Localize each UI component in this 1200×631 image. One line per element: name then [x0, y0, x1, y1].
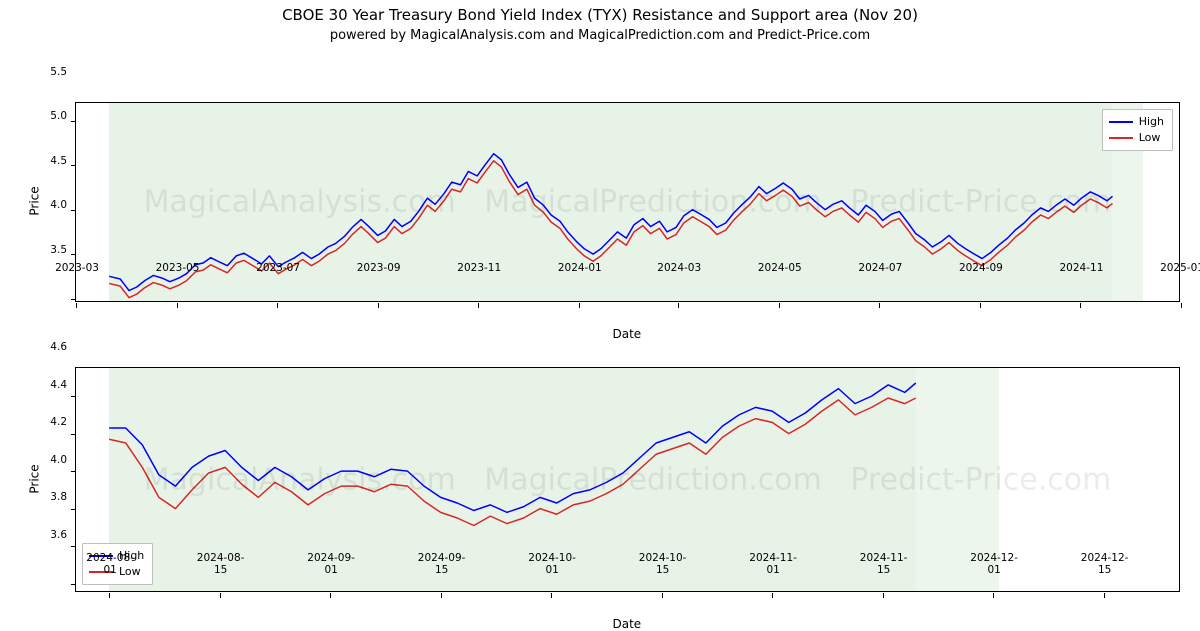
ytick-label: 3.6	[50, 529, 67, 541]
xtick-label: 2024-11-15	[854, 552, 914, 576]
xtick-label: 2023-11	[449, 262, 509, 274]
legend-low: Low	[1109, 130, 1164, 146]
xtick-label: 2024-05	[750, 262, 810, 274]
xtick-label: 2024-10-01	[522, 552, 582, 576]
xtick-label: 2024-01	[550, 262, 610, 274]
xtick-label: 2023-09	[349, 262, 409, 274]
xtick-label: 2024-08-15	[191, 552, 251, 576]
legend-swatch-high	[1109, 121, 1133, 123]
ytick-label: 4.0	[50, 454, 67, 466]
xtick-label: 2024-09-15	[412, 552, 472, 576]
top-legend: High Low	[1102, 109, 1173, 151]
xtick-label: 2024-11	[1051, 262, 1111, 274]
ytick-label: 4.6	[50, 341, 67, 353]
top-xlabel: Date	[613, 327, 642, 341]
xtick-label: 2024-12-15	[1075, 552, 1135, 576]
xtick-label: 2024-10-15	[633, 552, 693, 576]
top-chart-svg	[76, 103, 1179, 301]
xtick-label: 2025-01	[1152, 262, 1200, 274]
chart-subtitle: powered by MagicalAnalysis.com and Magic…	[0, 24, 1200, 47]
ytick-label: 4.4	[50, 379, 67, 391]
xtick-label: 2024-07	[850, 262, 910, 274]
ytick-label: 4.2	[50, 416, 67, 428]
ytick-label: 5.0	[50, 110, 67, 122]
ytick-label: 3.8	[50, 491, 67, 503]
ytick-label: 5.5	[50, 66, 67, 78]
xtick-label: 2024-03	[649, 262, 709, 274]
bottom-ylabel: Price	[28, 464, 42, 493]
ytick-label: 4.5	[50, 155, 67, 167]
xtick-label: 2023-03	[47, 262, 107, 274]
xtick-label: 2024-12-01	[964, 552, 1024, 576]
top-plot-area: MagicalAnalysis.com MagicalPrediction.co…	[75, 102, 1180, 302]
xtick-label: 2024-11-01	[743, 552, 803, 576]
xtick-label: 2024-09	[951, 262, 1011, 274]
xtick-label: 2024-08-01	[80, 552, 140, 576]
legend-label-high: High	[1139, 114, 1164, 130]
ytick-label: 4.0	[50, 199, 67, 211]
xtick-label: 2023-07	[248, 262, 308, 274]
chart-title: CBOE 30 Year Treasury Bond Yield Index (…	[0, 0, 1200, 24]
top-ylabel: Price	[28, 186, 42, 215]
legend-label-low: Low	[1139, 130, 1161, 146]
legend-high: High	[1109, 114, 1164, 130]
ytick-label: 3.5	[50, 244, 67, 256]
legend-swatch-low	[1109, 137, 1133, 139]
xtick-label: 2023-05	[148, 262, 208, 274]
bottom-xlabel: Date	[613, 617, 642, 631]
xtick-label: 2024-09-01	[301, 552, 361, 576]
